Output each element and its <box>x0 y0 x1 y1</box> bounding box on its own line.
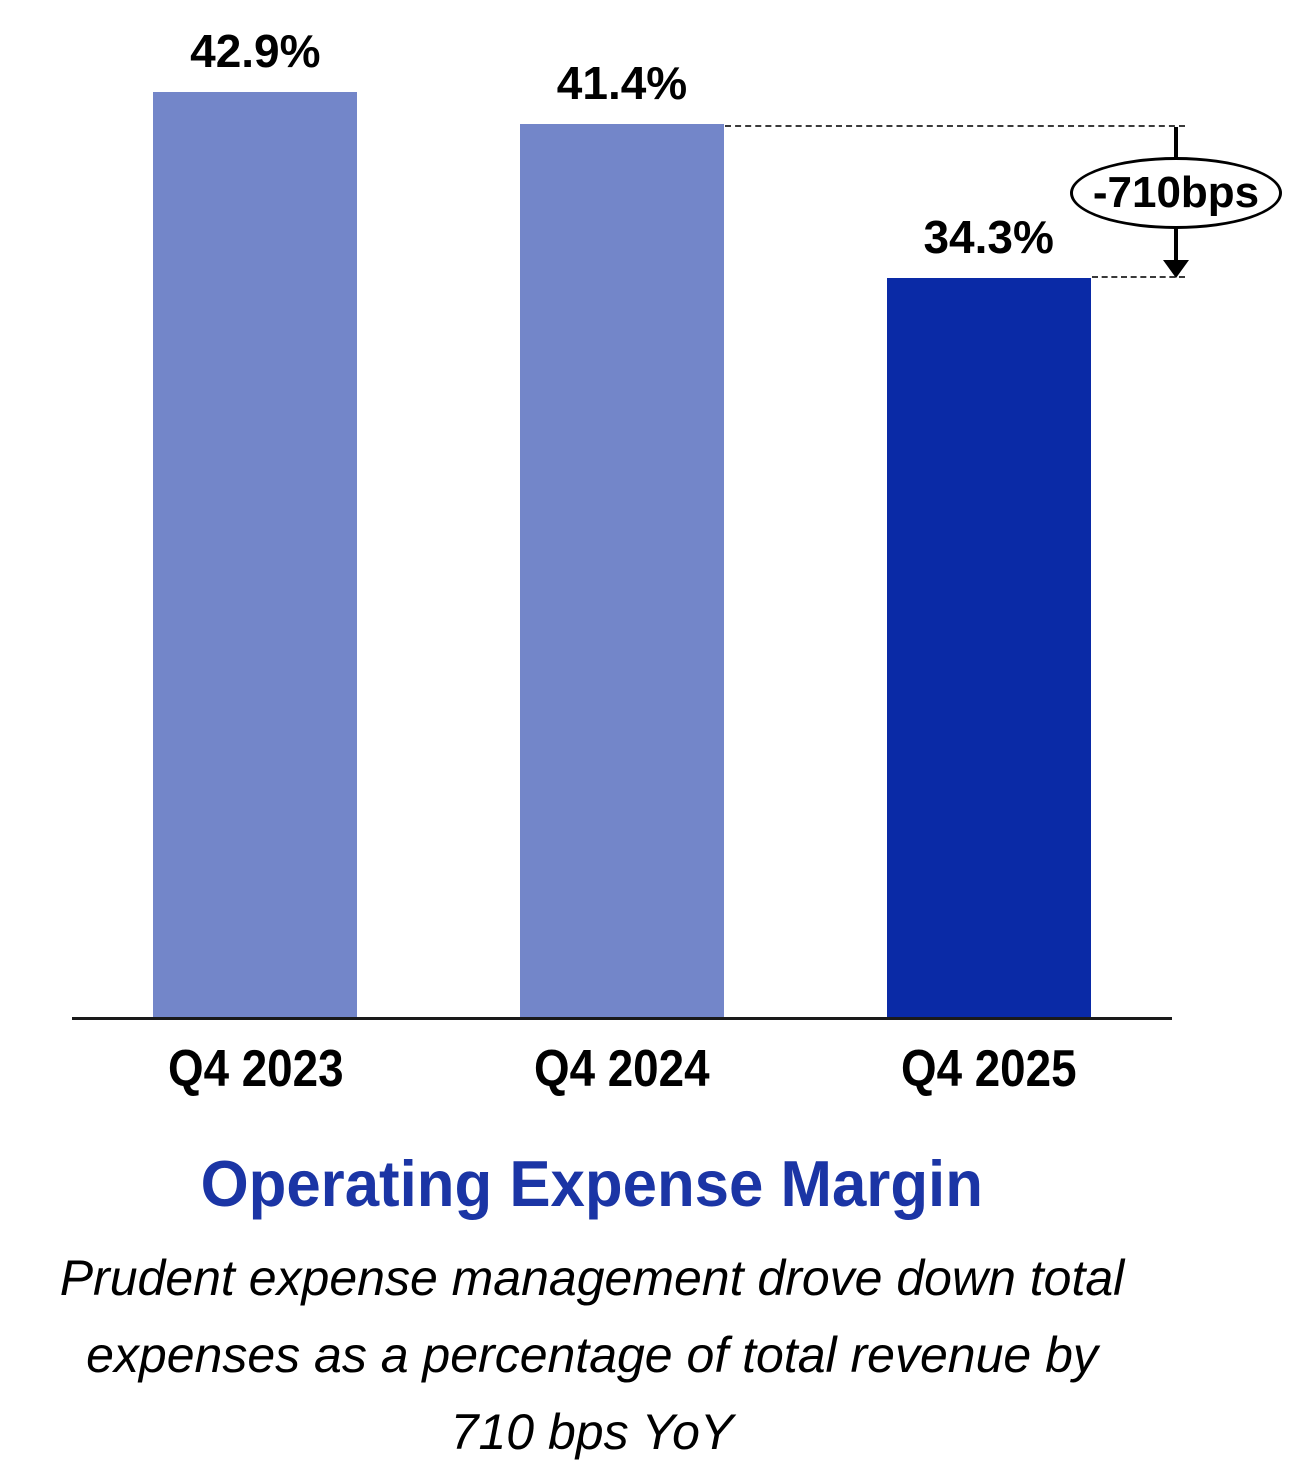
bar-value-label: 42.9% <box>190 25 321 77</box>
subtitle-line: 710 bps YoY <box>450 1404 734 1460</box>
x-axis-line <box>72 1017 1172 1020</box>
x-axis-label: Q4 2023 <box>167 1040 344 1098</box>
delta-badge: -710bps <box>1070 157 1282 229</box>
x-axis-label: Q4 2025 <box>900 1040 1077 1098</box>
chart-title: Operating Expense Margin <box>200 1147 984 1220</box>
subtitle-line: Prudent expense management drove down to… <box>59 1250 1125 1306</box>
down-arrow-icon <box>1163 260 1189 278</box>
delta-leader-line-bottom <box>1092 276 1185 278</box>
delta-leader-line-top <box>725 125 1185 127</box>
plot-area: 42.9% Q4 2023 41.4% Q4 2024 34.3% Q4 2025 <box>72 25 1172 1095</box>
bar-value-label: 34.3% <box>923 211 1054 263</box>
bar: 34.3% <box>886 211 1091 1018</box>
bar-value-label: 41.4% <box>556 57 688 109</box>
x-axis-label: Q4 2024 <box>534 1040 710 1098</box>
chart-subtitle: Prudent expense management drove down to… <box>0 1240 1184 1471</box>
delta-badge-label: -710bps <box>1092 168 1260 217</box>
bar: 42.9% <box>153 25 358 1018</box>
bar: 41.4% <box>520 57 724 1018</box>
subtitle-line: expenses as a percentage of total revenu… <box>86 1327 1098 1383</box>
